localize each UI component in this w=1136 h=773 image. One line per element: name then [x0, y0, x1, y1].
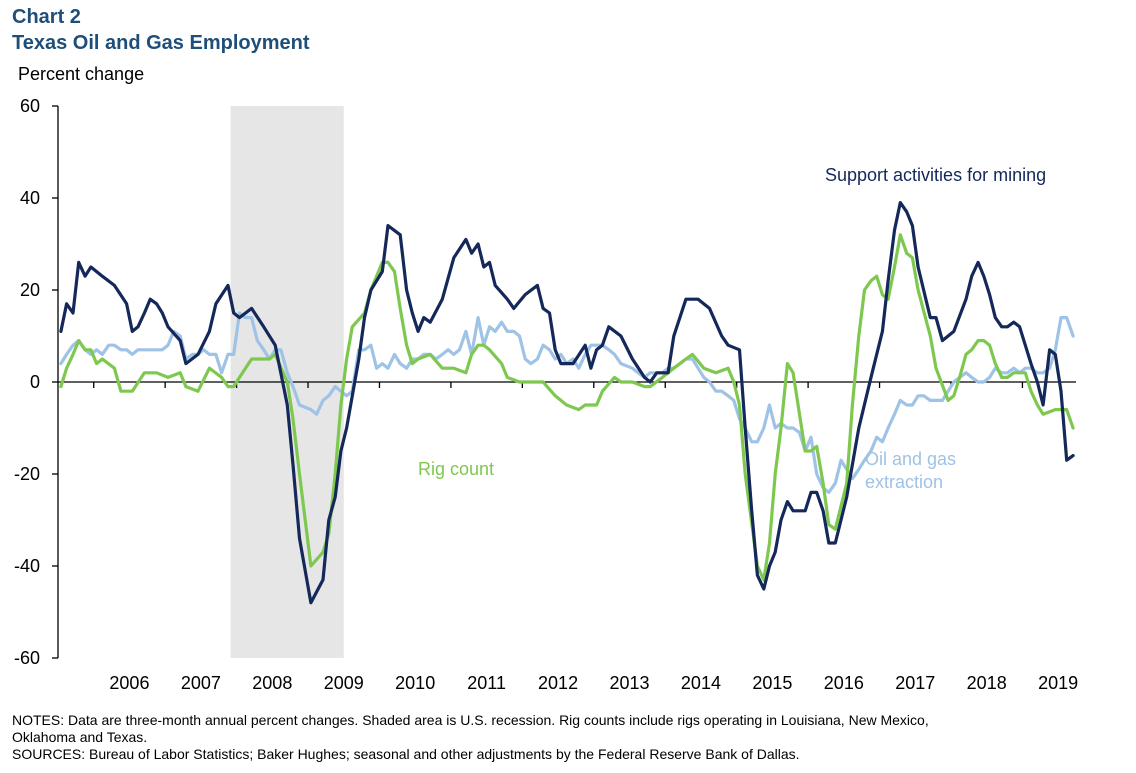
x-tick-label: 2009	[324, 673, 364, 693]
x-tick-label: 2018	[967, 673, 1007, 693]
x-tick-label: 2008	[252, 673, 292, 693]
y-axis-unit-label: Percent change	[18, 64, 145, 84]
y-tick-label: -20	[14, 464, 40, 484]
annotation-oil-and-gas-extraction: extraction	[865, 472, 943, 492]
notes-line-2: Oklahoma and Texas.	[12, 729, 148, 745]
x-tick-label: 2013	[609, 673, 649, 693]
y-tick-label: 20	[20, 280, 40, 300]
x-tick-label: 2012	[538, 673, 578, 693]
y-tick-label: -60	[14, 648, 40, 668]
x-tick-label: 2006	[109, 673, 149, 693]
annotation-oil-and-gas-extraction: Oil and gas	[865, 449, 956, 469]
chart-number-label: Chart 2	[12, 6, 81, 28]
series-line-oil-and-gas-extraction	[59, 311, 1075, 494]
y-tick-label: 0	[30, 372, 40, 392]
x-tick-label: 2015	[752, 673, 792, 693]
y-tick-label: 40	[20, 188, 40, 208]
x-tick-label: 2016	[824, 673, 864, 693]
series-line-rig-count	[59, 233, 1075, 582]
x-tick-label: 2007	[181, 673, 221, 693]
y-tick-label: -40	[14, 556, 40, 576]
x-tick-label: 2010	[395, 673, 435, 693]
annotation-support-activities-for-mining: Support activities for mining	[825, 165, 1046, 185]
x-tick-label: 2014	[681, 673, 721, 693]
x-tick-label: 2019	[1038, 673, 1078, 693]
x-tick-label: 2017	[895, 673, 935, 693]
notes-line-1: NOTES: Data are three-month annual perce…	[12, 712, 929, 728]
x-tick-label: 2011	[467, 673, 506, 693]
footnotes: NOTES: Data are three-month annual perce…	[12, 712, 1122, 763]
sources-line: SOURCES: Bureau of Labor Statistics; Bak…	[12, 746, 800, 762]
series-line-support-activities-for-mining	[59, 201, 1075, 605]
y-tick-label: 60	[20, 96, 40, 116]
chart-title: Texas Oil and Gas Employment	[12, 32, 310, 54]
annotation-rig-count: Rig count	[418, 459, 494, 479]
